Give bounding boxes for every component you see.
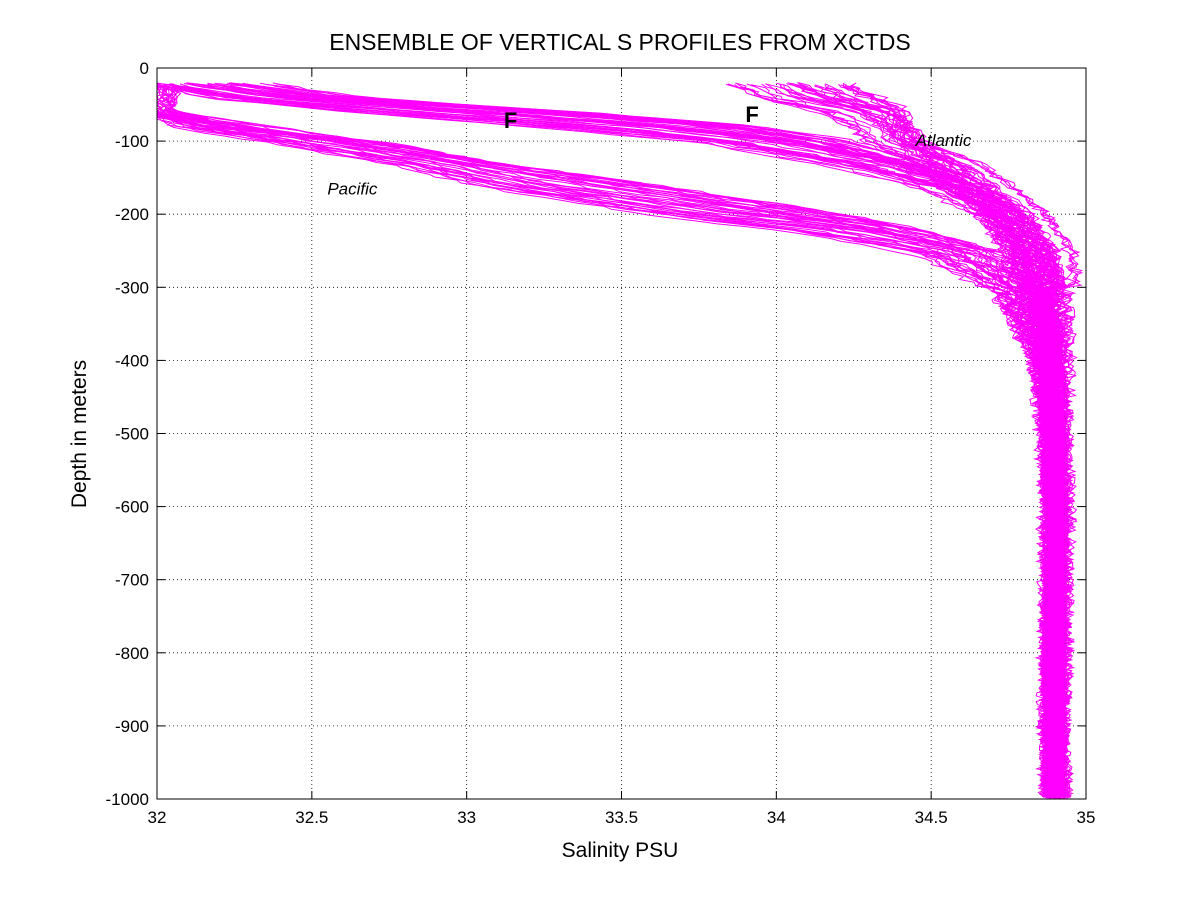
salinity-profile-line (164, 84, 1071, 799)
y-tick-label: -900 (115, 717, 149, 736)
annotations: Atlantic Pacific F F (327, 102, 972, 198)
y-tick-label: 0 (140, 59, 149, 78)
y-tick-label: -500 (115, 425, 149, 444)
axis-ticks: 32 32.5 33 33.5 34 34.5 35 0 -100 -200 -300 -400 -50… (106, 59, 1096, 827)
salinity-profile-line (157, 115, 1056, 798)
salinity-profile-line (157, 115, 1065, 799)
grid-lines (157, 68, 1086, 799)
chart-title: ENSEMBLE OF VERTICAL S PROFILES FROM XCT… (329, 29, 911, 55)
x-axis-title: Salinity PSU (562, 839, 679, 862)
x-tick-label: 34 (767, 808, 786, 827)
y-tick-label: -100 (115, 132, 149, 151)
annotation-label: F (745, 102, 758, 127)
y-tick-label: -800 (115, 644, 149, 663)
x-tick-label: 32 (148, 808, 167, 827)
x-tick-label: 33.5 (605, 808, 638, 827)
x-tick-label: 33 (457, 808, 476, 827)
salinity-profile-line (157, 116, 1062, 799)
y-tick-label: -400 (115, 351, 149, 370)
y-tick-label: -200 (115, 205, 149, 224)
y-tick-label: -300 (115, 278, 149, 297)
annotation-label: Atlantic (915, 131, 972, 150)
x-tick-label: 34.5 (915, 808, 948, 827)
salinity-profile-line (164, 85, 1072, 799)
y-axis-title: Depth in meters (68, 360, 91, 508)
profile-lines (157, 82, 1084, 799)
x-tick-label: 35 (1077, 808, 1096, 827)
x-tick-label: 32.5 (295, 808, 328, 827)
salinity-profile-line (157, 114, 1063, 798)
y-tick-label: -600 (115, 498, 149, 517)
salinity-profile-line (272, 82, 1076, 797)
y-tick-label: -700 (115, 571, 149, 590)
salinity-profile-line (157, 116, 1055, 798)
y-tick-label: -1000 (106, 790, 149, 809)
annotation-label: Pacific (327, 179, 378, 198)
annotation-label: F (504, 108, 517, 133)
